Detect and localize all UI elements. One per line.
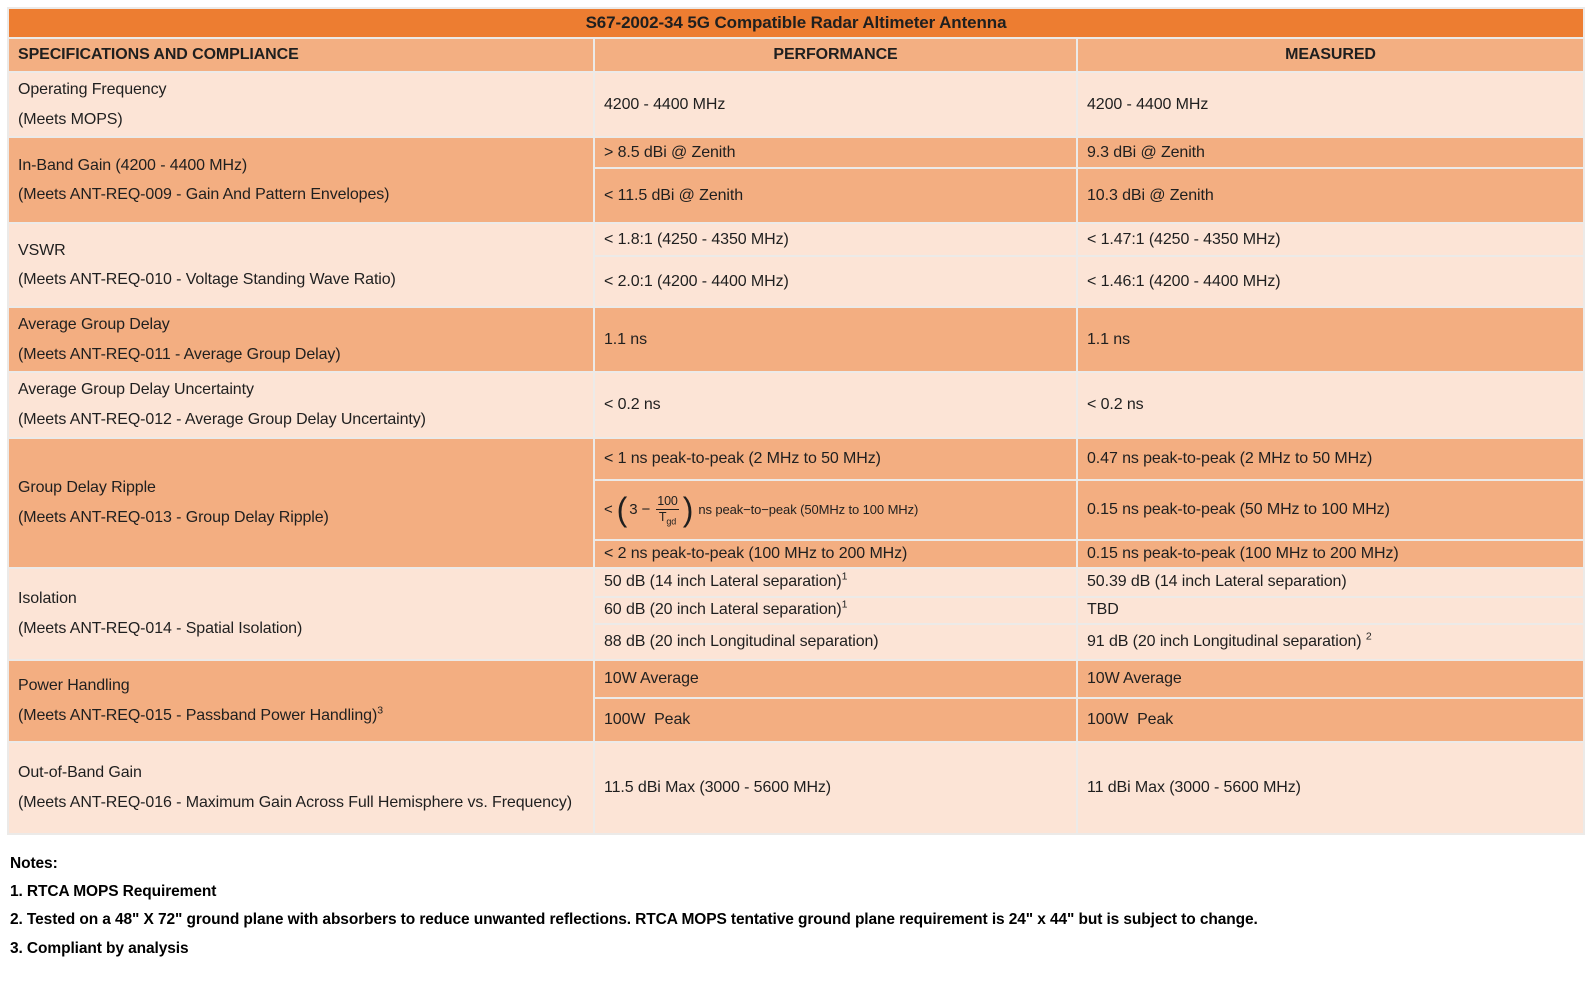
performance-cell: < 2.0:1 (4200 - 4400 MHz) [593,255,1078,309]
spec-cell: Isolation (Meets ANT-REQ-014 - Spatial Is… [7,566,595,661]
spec-cell: VSWR (Meets ANT-REQ-010 - Voltage Standin… [7,222,595,309]
performance-cell: < 1.8:1 (4250 - 4350 MHz) [593,222,1078,258]
column-header-performance: PERFORMANCE [593,37,1078,73]
table-row: 88 dB (20 inch Longitudinal separation) 9… [8,622,1585,661]
performance-cell: < 2 ns peak-to-peak (100 MHz to 200 MHz) [593,538,1078,569]
performance-cell: 100W Peak [593,696,1078,743]
performance-cell: 60 dB (20 inch Lateral separation)1 [593,595,1078,625]
performance-cell: 88 dB (20 inch Longitudinal separation) [593,622,1078,661]
spec-line: (Meets ANT-REQ-014 - Spatial Isolation) [18,619,303,637]
spec-line: (Meets ANT-REQ-010 - Voltage Standing Wa… [18,271,396,289]
table-row: < 11.5 dBi @ Zenith 10.3 dBi @ Zenith [8,167,1585,225]
spec-cell: Power Handling (Meets ANT-REQ-015 - Passb… [7,658,595,743]
spec-line: VSWR [18,241,66,259]
table-row: Isolation (Meets ANT-REQ-014 - Spatial Is… [7,566,1585,661]
group-delay-ripple-formula: <(3 −100 Tgd) ns peak−to−peak (50MHz to 10… [604,490,919,528]
spec-line: Operating Frequency [18,81,167,98]
spec-cell: Operating Frequency (Meets MOPS) [7,70,595,139]
spec-line: (Meets ANT-REQ-009 - Gain And Pattern En… [18,186,390,204]
table-row: 100W Peak 100W Peak [8,696,1585,743]
measured-cell: < 0.2 ns [1076,371,1585,439]
measured-cell: 4200 - 4400 MHz [1076,70,1585,139]
spec-line: (Meets ANT-REQ-016 - Maximum Gain Across… [18,793,572,811]
spec-cell: Out-of-Band Gain (Meets ANT-REQ-016 - Max… [7,740,595,835]
spec-line: (Meets ANT-REQ-012 - Average Group Delay… [18,410,426,428]
performance-cell: <(3 −100 Tgd) ns peak−to−peak (50MHz to 10… [593,478,1078,541]
spec-line: (Meets MOPS) [18,110,123,128]
performance-cell: > 8.5 dBi @ Zenith [593,136,1078,170]
measured-cell: 91 dB (20 inch Longitudinal separation) … [1076,622,1585,661]
spec-line: (Meets ANT-REQ-015 - Passband Power Hand… [18,704,383,724]
table-row: In-Band Gain (4200 - 4400 MHz) (Meets ANT… [7,136,1585,225]
performance-cell: 10W Average [593,658,1078,699]
spec-line: (Meets ANT-REQ-011 - Average Group Delay… [18,345,341,363]
table-row: Average Group Delay Uncertainty (Meets AN… [7,371,1585,439]
spec-cell: Average Group Delay (Meets ANT-REQ-011 - … [7,306,595,374]
performance-cell: 50 dB (14 inch Lateral separation)1 [593,566,1078,598]
measured-cell: 100W Peak [1076,696,1585,743]
spec-cell: In-Band Gain (4200 - 4400 MHz) (Meets ANT… [7,136,595,225]
performance-cell: 1.1 ns [593,306,1078,374]
performance-cell: < 11.5 dBi @ Zenith [593,167,1078,225]
table-row: < 2.0:1 (4200 - 4400 MHz) < 1.46:1 (4200 … [8,255,1585,309]
spec-cell: Average Group Delay Uncertainty (Meets AN… [7,371,595,439]
measured-cell: < 1.47:1 (4250 - 4350 MHz) [1076,222,1585,258]
measured-cell: 9.3 dBi @ Zenith [1076,136,1585,170]
spec-line: In-Band Gain (4200 - 4400 MHz) [18,156,248,174]
notes-heading: Notes: [10,854,58,872]
measured-cell: 0.47 ns peak-to-peak (2 MHz to 50 MHz) [1076,436,1585,481]
column-header-measured: MEASURED [1076,37,1585,73]
spec-line: Isolation [18,589,77,607]
spec-line: Average Group Delay Uncertainty [18,381,254,399]
table-title: S67-2002-34 5G Compatible Radar Altimete… [7,7,1585,39]
table-row: Average Group Delay (Meets ANT-REQ-011 - … [7,306,1585,374]
measured-cell: 50.39 dB (14 inch Lateral separation) [1076,566,1585,598]
measured-cell: 10.3 dBi @ Zenith [1076,167,1585,225]
spec-line: Group Delay Ripple [18,478,156,496]
table-row: Group Delay Ripple (Meets ANT-REQ-013 - G… [7,436,1585,569]
measured-cell: 0.15 ns peak-to-peak (100 MHz to 200 MHz… [1076,538,1585,569]
table-row: 60 dB (20 inch Lateral separation)1 TBD [8,595,1585,625]
table-row: VSWR (Meets ANT-REQ-010 - Voltage Standin… [7,222,1585,309]
table-row: Power Handling (Meets ANT-REQ-015 - Passb… [7,658,1585,743]
note-line-3: 3. Compliant by analysis [10,939,189,957]
table-row: Out-of-Band Gain (Meets ANT-REQ-016 - Max… [7,740,1585,835]
spec-line: Average Group Delay [18,316,170,334]
note-line-2: 2. Tested on a 48" X 72" ground plane wi… [10,911,1258,929]
spec-line: Power Handling [18,676,130,694]
column-header-specifications: SPECIFICATIONS AND COMPLIANCE [7,37,595,73]
performance-cell: 4200 - 4400 MHz [593,70,1078,139]
column-header-row: SPECIFICATIONS AND COMPLIANCE PERFORMANC… [7,37,1585,73]
table-row: Operating Frequency (Meets MOPS) 4200 - 44… [7,70,1585,139]
measured-cell: 1.1 ns [1076,306,1585,374]
title-row: S67-2002-34 5G Compatible Radar Altimete… [7,7,1585,39]
spec-cell: Group Delay Ripple (Meets ANT-REQ-013 - G… [7,436,595,569]
table-row: < 2 ns peak-to-peak (100 MHz to 200 MHz)… [8,538,1585,569]
performance-cell: < 1 ns peak-to-peak (2 MHz to 50 MHz) [593,436,1078,481]
measured-cell: 10W Average [1076,658,1585,699]
measured-cell: TBD [1076,595,1585,625]
measured-cell: < 1.46:1 (4200 - 4400 MHz) [1076,255,1585,309]
notes-section: Notes: 1. RTCA MOPS Requirement 2. Teste… [7,855,1583,958]
performance-cell: < 0.2 ns [593,371,1078,439]
spec-compliance-table: S67-2002-34 5G Compatible Radar Altimete… [7,7,1585,835]
measured-cell: 11 dBi Max (3000 - 5600 MHz) [1076,740,1585,835]
table-row: <(3 −100 Tgd) ns peak−to−peak (50MHz to 10… [8,478,1585,541]
spec-line: (Meets ANT-REQ-013 - Group Delay Ripple) [18,508,329,526]
measured-cell: 0.15 ns peak-to-peak (50 MHz to 100 MHz) [1076,478,1585,541]
performance-cell: 11.5 dBi Max (3000 - 5600 MHz) [593,740,1078,835]
note-line-1: 1. RTCA MOPS Requirement [10,882,217,900]
spec-line: Out-of-Band Gain [18,763,142,781]
